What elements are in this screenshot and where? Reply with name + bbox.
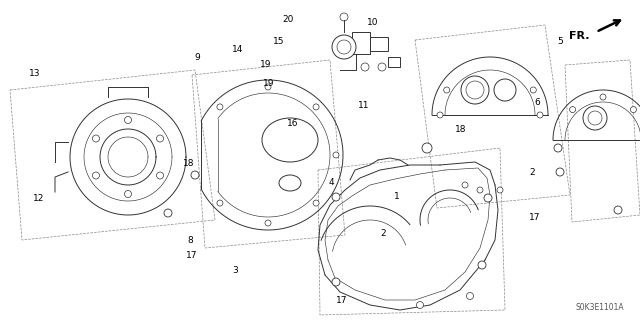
Text: 10: 10 — [367, 18, 378, 27]
Circle shape — [630, 107, 636, 113]
Text: 1: 1 — [394, 192, 399, 201]
Circle shape — [462, 182, 468, 188]
Text: 2: 2 — [530, 168, 535, 177]
Circle shape — [466, 81, 484, 99]
Bar — [388, 57, 400, 67]
Text: 17: 17 — [336, 296, 348, 305]
Circle shape — [333, 152, 339, 158]
Circle shape — [417, 301, 424, 308]
Circle shape — [444, 87, 450, 93]
Text: 17: 17 — [529, 213, 541, 222]
Ellipse shape — [262, 118, 318, 162]
Circle shape — [332, 278, 340, 286]
Circle shape — [217, 200, 223, 206]
Ellipse shape — [279, 175, 301, 191]
Text: 2: 2 — [380, 229, 385, 238]
Text: 5: 5 — [557, 37, 563, 46]
Circle shape — [497, 187, 503, 193]
Text: 11: 11 — [358, 101, 369, 110]
Text: 14: 14 — [232, 45, 244, 54]
Circle shape — [313, 200, 319, 206]
Text: 18: 18 — [183, 159, 195, 168]
Circle shape — [478, 261, 486, 269]
Circle shape — [265, 84, 271, 90]
Circle shape — [157, 135, 164, 142]
Circle shape — [494, 79, 516, 101]
Circle shape — [556, 168, 564, 176]
Circle shape — [537, 112, 543, 118]
Circle shape — [531, 87, 536, 93]
Circle shape — [125, 116, 131, 124]
Text: 9: 9 — [195, 53, 200, 62]
Circle shape — [92, 172, 99, 179]
Circle shape — [467, 292, 474, 300]
Circle shape — [332, 35, 356, 59]
Text: 16: 16 — [287, 119, 298, 128]
Circle shape — [157, 172, 164, 179]
Circle shape — [422, 143, 432, 153]
Circle shape — [614, 206, 622, 214]
Circle shape — [588, 111, 602, 125]
Circle shape — [378, 63, 386, 71]
Circle shape — [191, 171, 199, 179]
Text: 17: 17 — [186, 252, 198, 260]
Circle shape — [92, 135, 99, 142]
Circle shape — [332, 193, 340, 201]
Bar — [352, 32, 370, 54]
Text: 15: 15 — [273, 37, 284, 46]
Text: 19: 19 — [263, 79, 275, 88]
Circle shape — [583, 106, 607, 130]
Text: 13: 13 — [29, 69, 41, 78]
Circle shape — [461, 76, 489, 104]
Circle shape — [265, 220, 271, 226]
Circle shape — [554, 144, 562, 152]
Text: 4: 4 — [329, 178, 334, 187]
Text: 6: 6 — [535, 98, 540, 107]
Text: 12: 12 — [33, 194, 44, 203]
Text: 3: 3 — [233, 266, 238, 275]
Bar — [370, 37, 388, 51]
Circle shape — [477, 187, 483, 193]
Circle shape — [125, 190, 131, 197]
Circle shape — [361, 63, 369, 71]
Text: 19: 19 — [260, 60, 271, 68]
Text: FR.: FR. — [570, 31, 590, 41]
Circle shape — [164, 209, 172, 217]
Circle shape — [600, 94, 606, 100]
Circle shape — [337, 40, 351, 54]
Text: 8: 8 — [188, 236, 193, 245]
Circle shape — [484, 194, 492, 202]
Circle shape — [570, 107, 575, 113]
Circle shape — [437, 112, 443, 118]
Circle shape — [313, 104, 319, 110]
Circle shape — [340, 13, 348, 21]
Text: S0K3E1101A: S0K3E1101A — [576, 303, 624, 313]
Text: 18: 18 — [455, 125, 467, 134]
Text: 20: 20 — [282, 15, 294, 24]
Circle shape — [217, 104, 223, 110]
